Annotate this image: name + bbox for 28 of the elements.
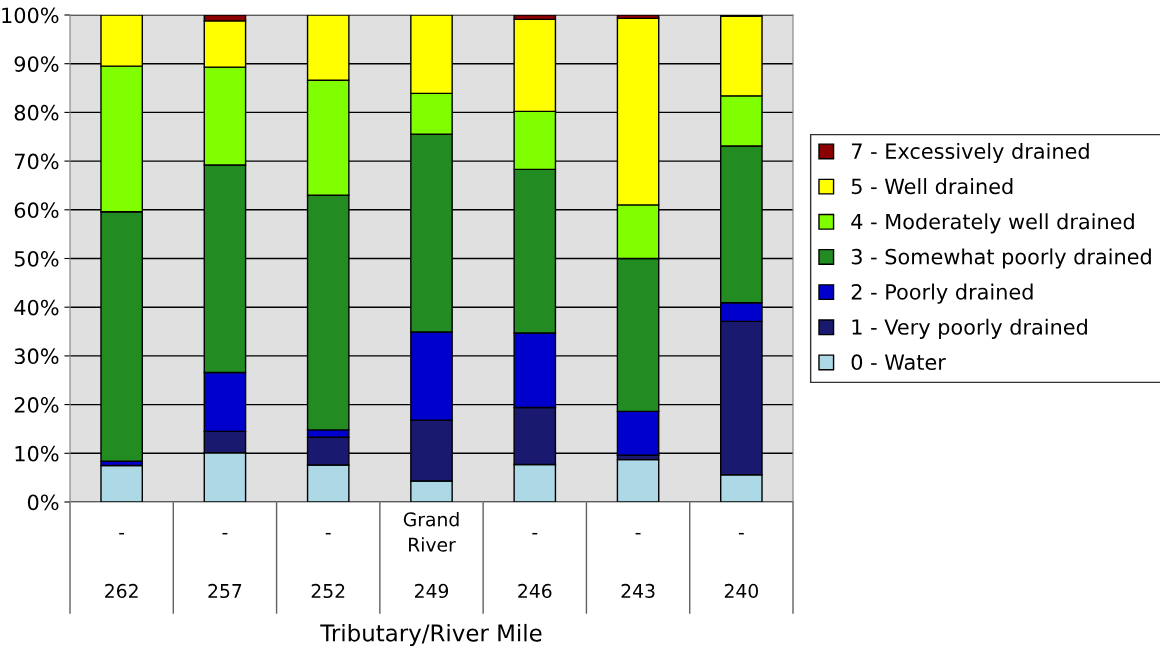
legend-label: 4 - Moderately well drained (851, 213, 1134, 234)
y-tick-label: 80% (14, 104, 59, 121)
legend-label: 2 - Poorly drained (851, 283, 1033, 304)
bar (616, 458, 660, 502)
legend-label: 1 - Very poorly drained (852, 318, 1087, 339)
category-label: Grand River 249 (403, 511, 459, 599)
y-tick-label: 0% (27, 494, 59, 511)
legend-label: 3 - Somewhat poorly drained (851, 248, 1151, 269)
y-tick-label: 60% (14, 202, 59, 219)
y-tick-label: 50% (14, 250, 59, 267)
y-tick-label: 90% (14, 56, 59, 72)
x-axis-title: Tributary/River Mile (320, 623, 542, 647)
legend-label: 5 - Well drained (851, 178, 1013, 195)
category-label: - 240 (724, 532, 759, 599)
category-label: - 246 (518, 532, 552, 599)
y-tick-label: 40% (14, 299, 59, 316)
legend-label: 7 - Excessively drained (851, 142, 1089, 164)
y-tick-label: 30% (14, 348, 59, 365)
legend-label: 0 - Water (851, 354, 946, 371)
y-tick-label: 20% (14, 397, 59, 413)
category-label: - 262 (105, 532, 138, 599)
bar (100, 464, 143, 502)
y-tick-label: 100% (2, 7, 59, 24)
y-tick-label: 70% (14, 153, 59, 170)
category-label: - 252 (311, 532, 345, 599)
category-label: - 243 (621, 532, 655, 599)
category-label: - 257 (208, 532, 242, 599)
y-tick-label: 10% (15, 445, 59, 462)
